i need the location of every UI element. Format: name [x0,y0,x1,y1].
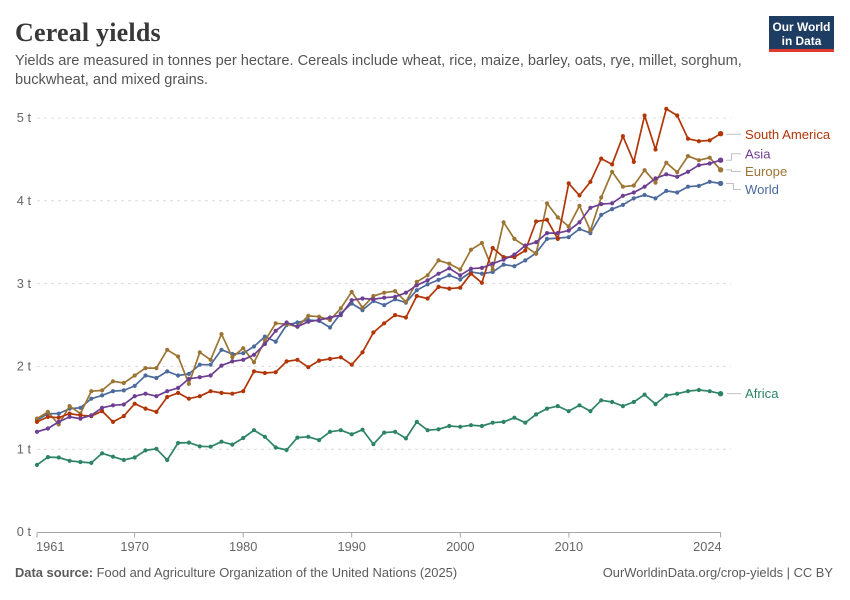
svg-text:Europe: Europe [745,164,787,179]
svg-text:3 t: 3 t [17,276,32,291]
svg-text:2 t: 2 t [17,359,32,374]
svg-text:Africa: Africa [745,386,779,401]
svg-text:Asia: Asia [745,146,771,161]
svg-text:5 t: 5 t [17,110,32,125]
svg-text:2024: 2024 [693,539,721,554]
svg-text:2010: 2010 [555,539,583,554]
svg-text:4 t: 4 t [17,193,32,208]
svg-text:1961: 1961 [36,539,64,554]
svg-text:2000: 2000 [446,539,474,554]
svg-text:1970: 1970 [120,539,148,554]
svg-text:1 t: 1 t [17,441,32,456]
svg-text:1990: 1990 [337,539,365,554]
svg-text:1980: 1980 [229,539,257,554]
svg-text:World: World [745,182,779,197]
svg-text:South America: South America [745,127,831,142]
svg-text:0 t: 0 t [17,524,32,539]
